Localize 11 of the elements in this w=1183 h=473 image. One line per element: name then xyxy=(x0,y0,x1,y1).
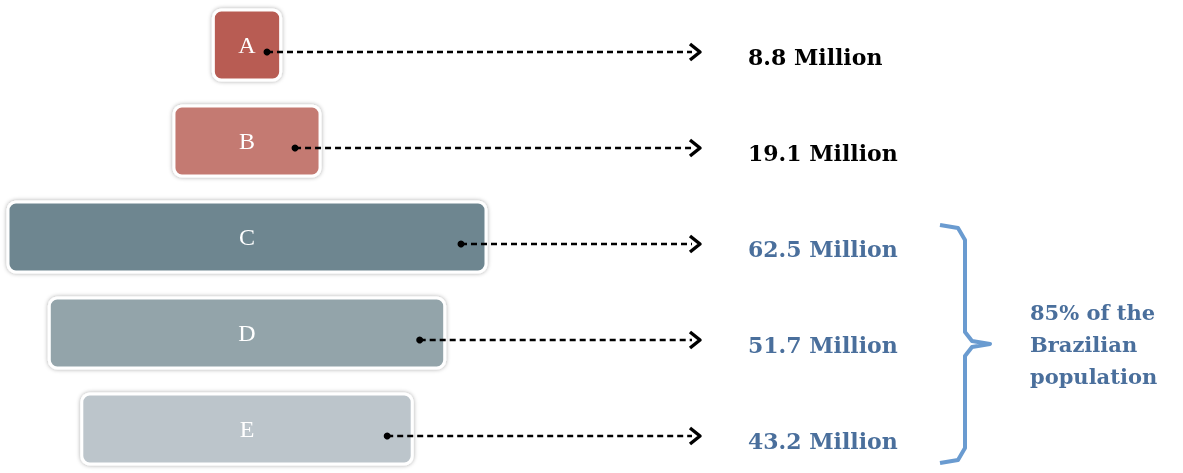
data-label: 43.2 Million xyxy=(748,428,898,454)
data-label: 51.7 Million xyxy=(748,332,898,358)
data-label: 62.5 Million xyxy=(748,236,898,262)
text: 85% of the Brazilian population xyxy=(1030,299,1163,389)
category-label: B xyxy=(238,128,256,154)
data-label: 19.1 Million xyxy=(748,140,898,166)
category-label: A xyxy=(238,32,257,58)
data-label: 8.8 Million xyxy=(748,44,883,70)
category-label: C xyxy=(238,224,256,250)
category-label: D xyxy=(238,320,256,346)
category-label: E xyxy=(239,416,255,442)
